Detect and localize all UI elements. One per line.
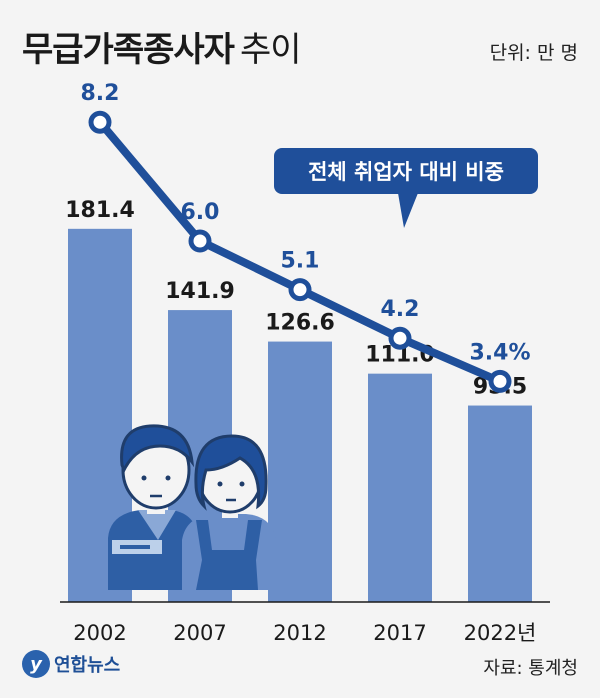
share-point-1 bbox=[188, 229, 212, 253]
share-value-label: 5.1 bbox=[281, 249, 320, 274]
logo-mark-icon: y bbox=[22, 650, 50, 678]
chart-title: 무급가족종사자 추이 bbox=[22, 22, 302, 71]
share-point-2 bbox=[288, 278, 312, 302]
x-tick-label: 2022년 bbox=[464, 621, 537, 645]
logo: y 연합뉴스 bbox=[22, 650, 120, 678]
callout-box: 전체 취업자 대비 비중 bbox=[274, 148, 538, 228]
callout-pointer bbox=[398, 193, 418, 228]
bar-value-label: 126.6 bbox=[265, 311, 335, 336]
source-label: 자료: 통계청 bbox=[483, 658, 578, 679]
unit-label: 단위: 만 명 bbox=[489, 42, 578, 64]
share-value-label: 8.2 bbox=[81, 81, 120, 106]
bar-4 bbox=[468, 405, 532, 602]
title-main: 무급가족종사자 bbox=[22, 30, 235, 70]
share-point-0 bbox=[88, 110, 112, 134]
share-value-label: 3.4% bbox=[469, 340, 530, 365]
bar-value-label: 141.9 bbox=[165, 279, 235, 304]
callout-text: 전체 취업자 대비 비중 bbox=[308, 160, 504, 184]
callout-bg bbox=[274, 148, 538, 194]
x-tick-label: 2012 bbox=[273, 621, 326, 645]
share-point-3 bbox=[388, 326, 412, 350]
x-tick-label: 2007 bbox=[173, 621, 226, 645]
bar-value-label: 181.4 bbox=[65, 198, 135, 223]
share-value-label: 4.2 bbox=[381, 297, 420, 322]
bar-3 bbox=[368, 373, 432, 602]
title-suffix: 추이 bbox=[239, 30, 302, 70]
people-illustration bbox=[108, 424, 276, 590]
x-tick-label: 2017 bbox=[373, 621, 426, 645]
share-value-label: 6.0 bbox=[181, 200, 220, 225]
bar-2 bbox=[268, 341, 332, 602]
logo-text: 연합뉴스 bbox=[54, 655, 121, 676]
share-point-4 bbox=[488, 369, 512, 393]
x-tick-label: 2002 bbox=[73, 621, 126, 645]
